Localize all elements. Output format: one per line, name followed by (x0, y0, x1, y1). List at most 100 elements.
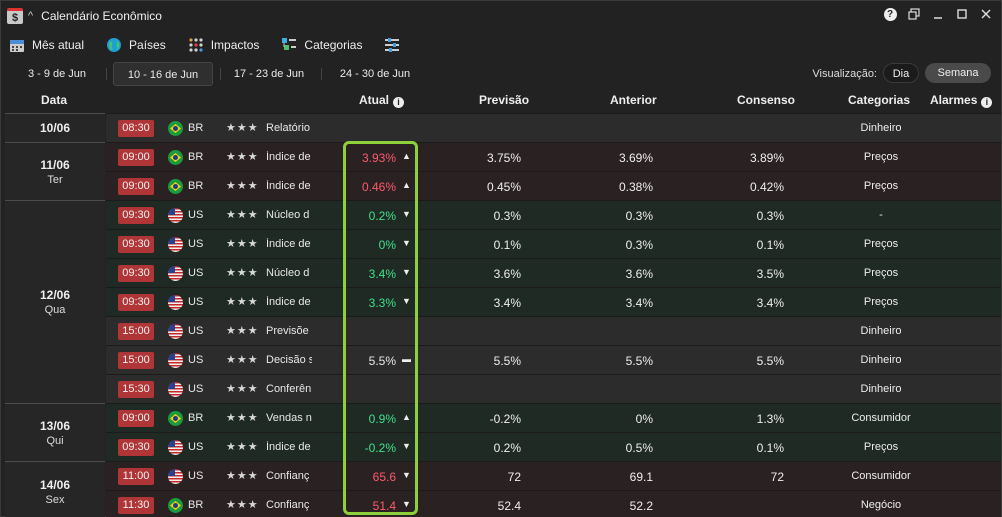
event-row[interactable]: 09:30 US ★★★ Índice de 0% ▼ 0.1% 0.3% 0.1% Preços (106, 229, 1001, 258)
impact-stars-icon: ★★★ (226, 296, 259, 308)
event-time: 09:30 (118, 265, 154, 282)
categories-button[interactable]: Categorias (281, 37, 362, 53)
event-row[interactable]: 09:30 US ★★★ Núcleo d 0.2% ▼ 0.3% 0.3% 0.3% - (106, 200, 1001, 229)
current-month-button[interactable]: Mês atual (9, 37, 84, 53)
event-country: US (188, 325, 204, 337)
event-time: 09:30 (118, 294, 154, 311)
help-icon[interactable]: ? (883, 7, 897, 21)
event-category: Preços (863, 296, 899, 308)
header-previsao[interactable]: Previsão (479, 93, 530, 107)
event-row[interactable]: 11:30 BR ★★★ Confianç 51.4 ▼ 52.4 52.2 Negócio (106, 490, 1001, 517)
app-logo-icon[interactable]: $ (7, 8, 23, 24)
header-consenso[interactable]: Consenso (737, 93, 796, 107)
filter-button[interactable] (384, 37, 407, 53)
event-category: Preços (863, 180, 899, 192)
event-actual: 5.5% (368, 354, 396, 368)
impacts-button[interactable]: Impactos (188, 37, 259, 53)
window-title: Calendário Econômico (41, 9, 162, 23)
event-actual: 51.4 (372, 499, 396, 513)
minimize-icon[interactable] (931, 7, 945, 21)
event-title[interactable]: Núcleo d (266, 267, 310, 279)
close-icon[interactable] (979, 7, 993, 21)
event-consensus: 0.42% (749, 180, 784, 194)
view-week-button[interactable]: Semana (925, 63, 991, 83)
event-title[interactable]: Confianç (266, 470, 310, 482)
event-title[interactable]: Núcleo d (266, 209, 310, 221)
week-selector: 3 - 9 de Jun 10 - 16 de Jun 17 - 23 de J… (1, 59, 1001, 89)
event-consensus: 3.89% (749, 151, 784, 165)
event-category: Consumidor (851, 470, 911, 482)
event-row[interactable]: 09:00 BR ★★★ Índice de 3.93% ▲ 3.75% 3.69% 3.89%… (106, 142, 1001, 171)
popout-icon[interactable] (907, 7, 921, 21)
event-consensus: 72 (770, 470, 784, 484)
us-flag-icon (168, 353, 183, 368)
header-atual-label: Atual (359, 93, 389, 107)
info-icon[interactable]: i (981, 97, 993, 108)
event-previous: 5.5% (625, 354, 653, 368)
maximize-icon[interactable] (955, 7, 969, 21)
event-row[interactable]: 15:00 US ★★★ Previsõe Dinheiro (106, 316, 1001, 345)
event-previous: 0.5% (625, 441, 653, 455)
event-title[interactable]: Índice de (266, 296, 311, 308)
header-alarmes[interactable]: Alarmes i (930, 93, 993, 108)
impact-stars-icon: ★★★ (226, 383, 259, 395)
categories-label: Categorias (304, 38, 363, 52)
event-actual: -0.2% (364, 441, 396, 455)
event-title[interactable]: Índice de (266, 180, 311, 192)
event-previous: 69.1 (629, 470, 653, 484)
event-row[interactable]: 09:00 BR ★★★ Vendas n 0.9% ▲ -0.2% 0% 1.3% Consum… (106, 403, 1001, 432)
brazil-flag-icon (168, 411, 183, 426)
week-tab-3[interactable]: 17 - 23 de Jun (233, 68, 305, 80)
event-consensus: 5.5% (756, 354, 784, 368)
event-title[interactable]: Índice de (266, 441, 311, 453)
event-title[interactable]: Índice de (266, 151, 311, 163)
date-label: 14/06 (39, 477, 71, 492)
event-title[interactable]: Vendas n (266, 412, 312, 424)
event-forecast: 5.5% (493, 354, 521, 368)
impact-stars-icon: ★★★ (226, 180, 259, 192)
event-row[interactable]: 15:00 US ★★★ Decisão s 5.5% ▬ 5.5% 5.5% 5.5% Dinh… (106, 345, 1001, 374)
event-title[interactable]: Previsõe (266, 325, 309, 337)
event-forecast: 0.2% (493, 441, 521, 455)
event-row[interactable]: 09:30 US ★★★ Índice de -0.2% ▼ 0.2% 0.5% 0.1% Pre… (106, 432, 1001, 461)
header-atual[interactable]: Atual i (359, 93, 404, 108)
event-forecast: 52.4 (497, 499, 521, 513)
event-category: Preços (863, 267, 899, 279)
header-data[interactable]: Data (41, 93, 68, 107)
event-row[interactable]: 15:30 US ★★★ Conferên Dinheiro (106, 374, 1001, 403)
toolbar: Mês atual Países Impactos Categorias (1, 31, 1001, 59)
event-forecast: -0.2% (489, 412, 521, 426)
event-row[interactable]: 11:00 US ★★★ Confianç 65.6 ▼ 72 69.1 72 Consumido… (106, 461, 1001, 490)
event-title[interactable]: Índice de (266, 238, 311, 250)
event-country: US (188, 383, 204, 395)
us-flag-icon (168, 324, 183, 339)
event-title[interactable]: Relatório (266, 122, 311, 134)
collapse-caret-icon[interactable]: ^ (28, 10, 34, 22)
info-icon[interactable]: i (393, 97, 404, 108)
week-tab-2[interactable]: 10 - 16 de Jun (113, 62, 213, 86)
event-row[interactable]: 08:30 BR ★★★ Relatório Dinheiro (106, 113, 1001, 142)
us-flag-icon (168, 266, 183, 281)
event-previous: 0.3% (625, 238, 653, 252)
week-tab-1[interactable]: 3 - 9 de Jun (27, 68, 87, 80)
weekday-label: Qui (46, 434, 64, 447)
header-anterior[interactable]: Anterior (610, 93, 657, 107)
table-header: Data Atual i Previsão Anterior Consenso C… (1, 89, 1001, 113)
header-categorias[interactable]: Categorias (848, 93, 911, 107)
countries-button[interactable]: Países (106, 37, 166, 53)
title-bar: $ ^ Calendário Econômico ? (1, 1, 1001, 31)
countries-label: Países (129, 38, 166, 52)
event-title[interactable]: Decisão s (266, 354, 312, 366)
event-row[interactable]: 09:30 US ★★★ Núcleo d 3.4% ▼ 3.6% 3.6% 3.5% Preço… (106, 258, 1001, 287)
us-flag-icon (168, 208, 183, 223)
event-row[interactable]: 09:00 BR ★★★ Índice de 0.46% ▲ 0.45% 0.38% 0.42%… (106, 171, 1001, 200)
event-row[interactable]: 09:30 US ★★★ Índice de 3.3% ▼ 3.4% 3.4% 3.4% Preç… (106, 287, 1001, 316)
view-day-button[interactable]: Dia (883, 63, 919, 83)
event-consensus: 3.4% (756, 296, 784, 310)
event-title[interactable]: Conferên (266, 383, 312, 395)
event-country: US (188, 267, 204, 279)
week-tab-4[interactable]: 24 - 30 de Jun (339, 68, 411, 80)
event-category: Preços (863, 151, 899, 163)
event-title[interactable]: Confianç (266, 499, 310, 511)
